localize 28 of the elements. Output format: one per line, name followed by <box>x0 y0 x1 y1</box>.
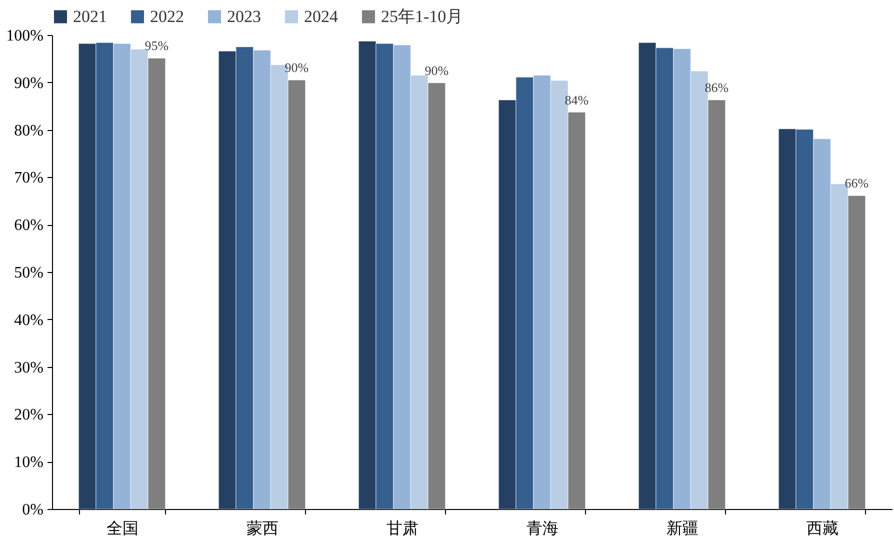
x-tick-label: 全国 <box>106 520 138 538</box>
data-label: 90% <box>284 60 309 76</box>
y-tick-label: 80% <box>14 122 44 140</box>
legend-label: 2021 <box>73 6 107 26</box>
y-tick-label: 30% <box>14 359 44 376</box>
x-tick-label: 青海 <box>526 520 558 538</box>
data-label: 90% <box>424 62 449 78</box>
y-tick-label: 100% <box>6 28 44 44</box>
legend-label: 2023 <box>227 6 261 26</box>
y-tick-label: 20% <box>14 406 44 424</box>
x-tick-label: 蒙西 <box>246 520 278 538</box>
x-tick-label: 甘肃 <box>386 520 418 538</box>
y-tick-label: 90% <box>14 74 44 92</box>
data-label: 95% <box>144 38 169 54</box>
y-tick-label: 0% <box>22 502 44 518</box>
y-tick-label: 60% <box>14 217 44 234</box>
x-tick-label: 新疆 <box>666 520 698 538</box>
y-tick-label: 70% <box>14 170 44 187</box>
data-label: 84% <box>564 92 589 108</box>
data-label: 86% <box>704 80 729 95</box>
y-tick-label: 10% <box>14 454 44 472</box>
x-tick-label: 西藏 <box>806 520 838 538</box>
y-tick-label: 40% <box>14 312 44 329</box>
y-tick-label: 50% <box>14 264 44 282</box>
legend-label: 25年1-10月 <box>381 6 464 26</box>
legend-label: 2022 <box>150 6 184 26</box>
legend-label: 2024 <box>304 6 338 26</box>
data-label: 66% <box>844 176 869 191</box>
